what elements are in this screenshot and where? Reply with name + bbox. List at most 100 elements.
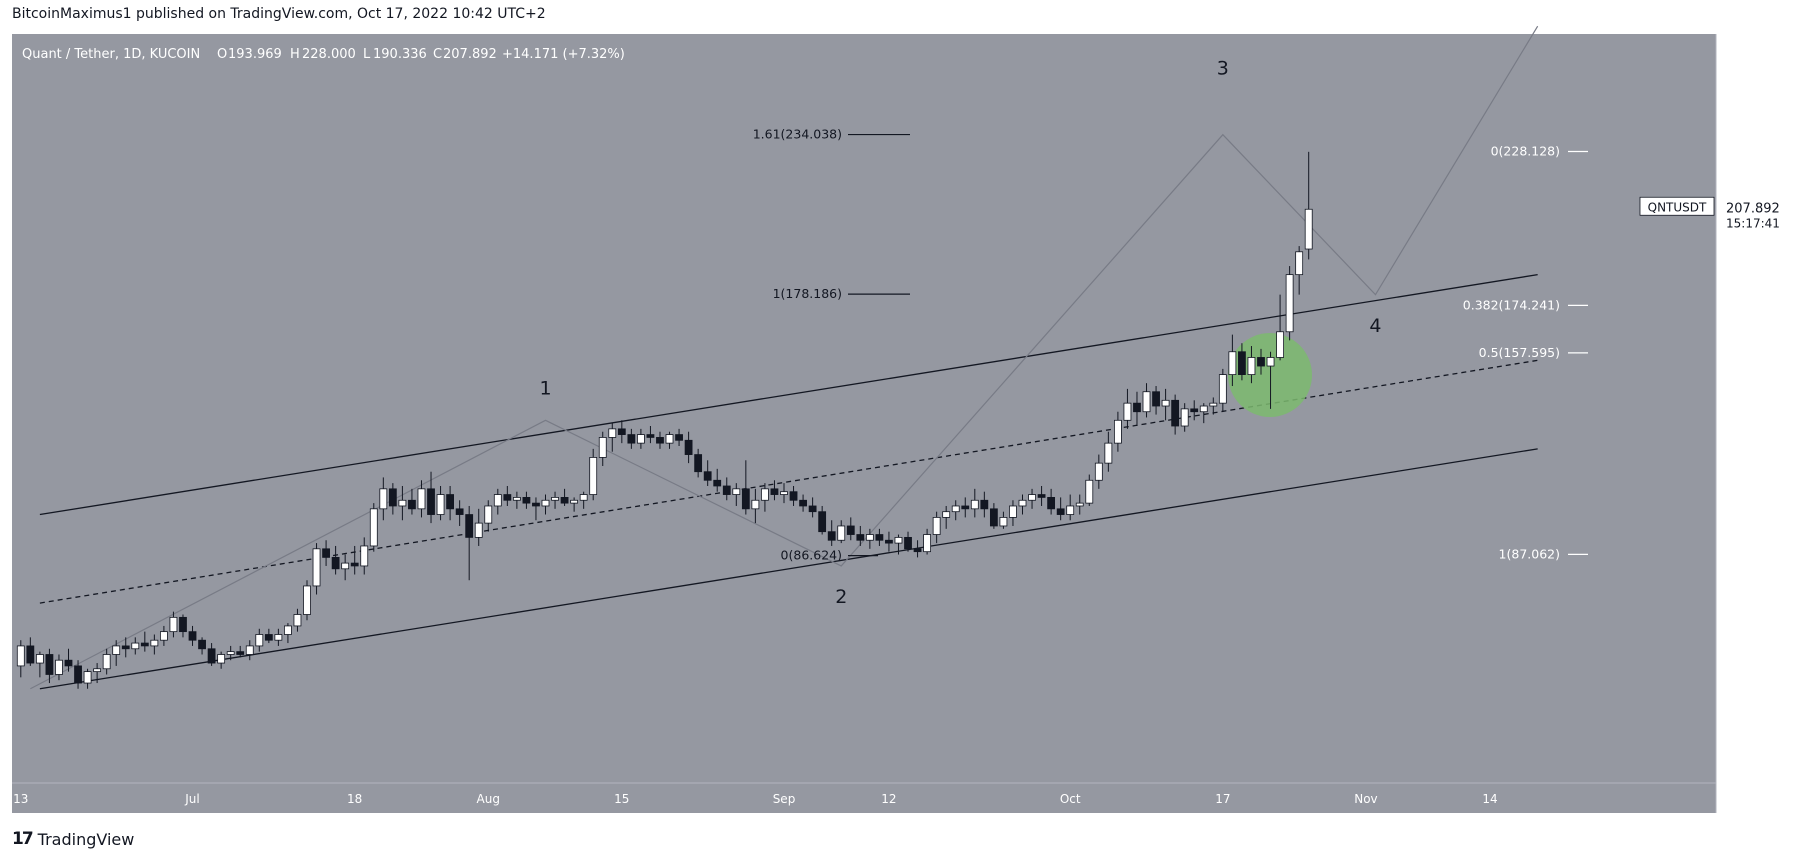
time-tick-label: 15: [614, 792, 629, 806]
bear-candle: [74, 665, 82, 684]
price-tick-label: 220.000: [1728, 168, 1778, 182]
bear-candle: [560, 497, 569, 504]
bear-candle: [26, 645, 35, 664]
axes: USDT260.000240.000220.000200.000180.0001…: [13, 39, 1808, 806]
bear-candle: [818, 511, 827, 533]
legend-c-label: C: [433, 47, 442, 62]
tradingview-logo-icon: 17: [12, 829, 34, 849]
bear-candle: [808, 505, 817, 513]
bull-candle: [1304, 208, 1313, 250]
time-tick-label: 18: [347, 792, 362, 806]
bull-candle: [589, 457, 598, 495]
bull-candle: [551, 497, 559, 501]
bear-candle: [121, 645, 130, 650]
bear-candle: [617, 428, 626, 435]
annotations: 1.61(234.038) 1(178.186) 0(86.624) 0(228.12…: [539, 58, 1588, 608]
candlestick-series: [16, 151, 1313, 689]
bear-candle: [961, 505, 970, 510]
bull-candle: [169, 616, 178, 633]
bull-candle: [1285, 274, 1294, 333]
bull-candle: [379, 488, 388, 510]
elliott-wave-path[interactable]: [30, 25, 1539, 690]
bull-candle: [1104, 442, 1113, 464]
bull-candle: [1142, 391, 1151, 413]
legend-o-label: O: [217, 47, 227, 62]
bear-candle: [789, 491, 798, 501]
legend-symbol: Quant / Tether, 1D, KUCOIN: [22, 47, 200, 62]
bull-candle: [1085, 479, 1094, 504]
legend-h-label: H: [290, 47, 300, 62]
bull-candle: [493, 494, 502, 507]
price-tick-label: 120.000: [1728, 453, 1778, 467]
bull-candle: [951, 505, 960, 513]
footer: 17 TradingView: [12, 826, 134, 852]
legend-open: 193.969: [228, 47, 282, 62]
bull-candle: [1180, 408, 1189, 427]
bear-candle: [236, 651, 245, 655]
bull-candle: [999, 517, 1008, 527]
bull-candle: [1009, 505, 1017, 518]
bull-candle: [93, 668, 102, 673]
bear-candle: [532, 502, 540, 507]
bear-candle: [188, 631, 197, 641]
bull-candle: [16, 645, 25, 667]
bull-candle: [1228, 351, 1237, 376]
bull-candle: [637, 434, 645, 444]
bull-candle: [245, 645, 254, 655]
bull-candle: [360, 545, 369, 567]
bull-candle: [512, 497, 521, 501]
bull-candle: [255, 634, 264, 647]
time-tick-label: Jul: [184, 792, 199, 806]
bear-candle: [322, 548, 330, 558]
legend: Quant / Tether, 1D, KUCOIN O 193.969 H 2…: [22, 47, 625, 62]
bear-candle: [1037, 494, 1046, 498]
bear-candle: [1238, 351, 1246, 376]
bull-candle: [341, 562, 350, 570]
bull-candle: [865, 534, 874, 541]
bear-candle: [1152, 391, 1160, 407]
bull-candle: [417, 488, 426, 510]
bear-candle: [522, 497, 531, 504]
price-tick-label: 60.000: [1728, 625, 1770, 639]
bull-candle: [474, 522, 483, 538]
bull-candle: [1075, 502, 1084, 507]
legend-low: 190.336: [373, 47, 427, 62]
bull-candle: [598, 437, 607, 458]
bear-candle: [64, 659, 73, 667]
bull-candle: [751, 499, 760, 510]
legend-close: 207.892: [443, 47, 497, 62]
price-tick-label: 80.000: [1728, 568, 1770, 582]
bull-candle: [894, 536, 903, 544]
bull-candle: [932, 517, 941, 535]
bull-candle: [398, 499, 407, 507]
bull-candle: [131, 642, 140, 650]
bull-candle: [1123, 402, 1132, 421]
bear-candle: [1047, 497, 1056, 510]
bear-candle: [140, 642, 149, 647]
bear-candle: [465, 514, 474, 538]
bull-candle: [1276, 331, 1284, 358]
channel-line[interactable]: [39, 448, 1538, 690]
bull-candle: [1266, 357, 1275, 367]
bull-candle: [1094, 462, 1103, 481]
bull-candle: [369, 508, 378, 547]
fib-level-label: 0.382(174.241): [1463, 297, 1560, 312]
bear-candle: [989, 508, 998, 527]
price-tick-label: 40.000: [1728, 682, 1770, 696]
bear-candle: [1133, 402, 1141, 413]
bear-candle: [741, 488, 750, 510]
time-tick-label: Sep: [773, 792, 796, 806]
bear-candle: [713, 479, 722, 487]
breakout-highlight: [1228, 333, 1312, 417]
bull-candle: [55, 659, 63, 675]
bull-candle: [284, 625, 292, 635]
bull-candle: [1018, 499, 1027, 507]
bear-candle: [703, 471, 712, 481]
bear-candle: [503, 494, 512, 501]
fib-level-label: 0(86.624): [781, 548, 842, 563]
bull-candle: [436, 494, 445, 515]
last-price-box: [1717, 196, 1808, 231]
time-tick-label: Aug: [477, 792, 500, 806]
bear-candle: [980, 499, 989, 510]
